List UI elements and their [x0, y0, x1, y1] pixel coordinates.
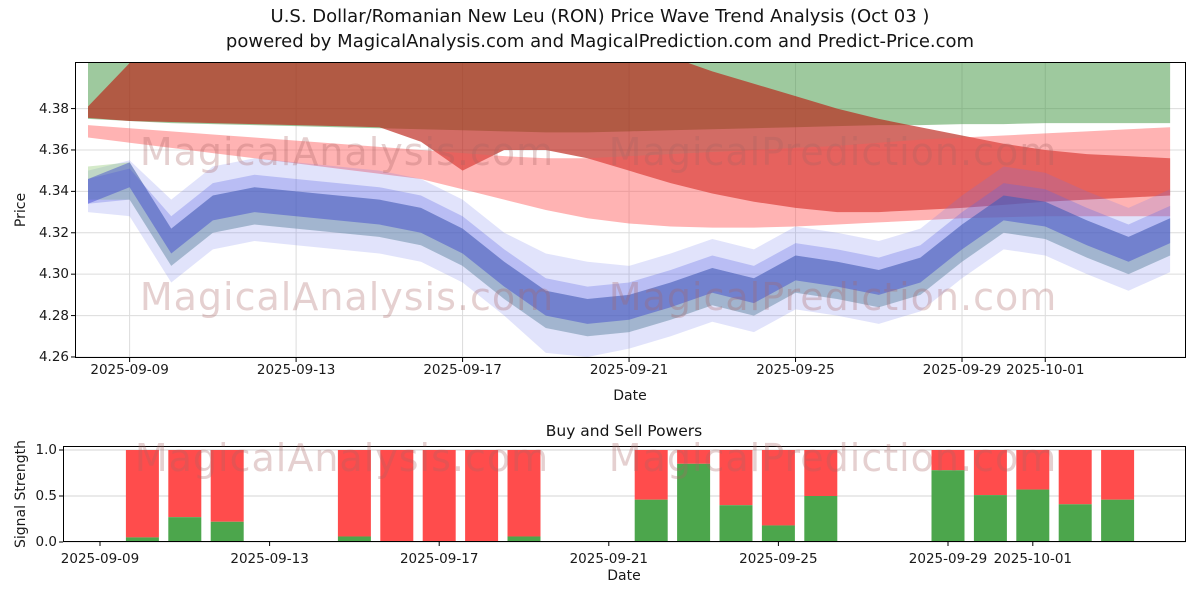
bar-buy-2025-09-23	[677, 463, 711, 542]
bar-sell-2025-10-02	[1058, 450, 1092, 505]
bar-sell-2025-09-26	[804, 450, 838, 497]
power-y-tick-label: 0.0	[35, 534, 57, 550]
bar-sell-2025-09-29	[931, 450, 965, 471]
bar-sell-2025-09-19	[507, 450, 541, 537]
power-y-tick-label: 0.5	[35, 488, 57, 504]
price-y-tick-label: 4.38	[38, 100, 69, 117]
bar-sell-2025-09-11	[168, 450, 202, 518]
price-x-tick-label: 2025-09-25	[756, 362, 835, 378]
bar-sell-2025-09-17	[422, 450, 456, 542]
band-upper-red-band	[88, 62, 1171, 213]
bar-sell-2025-10-03	[1101, 450, 1135, 500]
bar-buy-2025-10-02	[1058, 504, 1092, 542]
bar-sell-2025-09-18	[465, 450, 499, 542]
price-y-tick-label: 4.32	[38, 224, 69, 241]
bar-buy-2025-09-19	[507, 536, 541, 542]
price-x-tick-label: 2025-09-09	[90, 362, 169, 378]
bar-sell-2025-09-15	[337, 450, 371, 537]
band-pink-band	[88, 125, 1171, 228]
price-x-tick-label: 2025-10-01	[1006, 362, 1085, 378]
power-x-tick-label: 2025-10-01	[993, 551, 1073, 567]
bar-buy-2025-09-11	[168, 517, 202, 542]
power-x-tick-label: 2025-09-17	[399, 551, 479, 567]
bar-buy-2025-09-15	[337, 536, 371, 542]
price-y-tick-label: 4.34	[38, 183, 69, 200]
bar-sell-2025-09-12	[210, 450, 244, 522]
bar-sell-2025-09-10	[125, 450, 159, 538]
power-x-tick-label: 2025-09-21	[569, 551, 649, 567]
band-mid-green-band	[88, 162, 1171, 337]
figure-title: U.S. Dollar/Romanian New Leu (RON) Price…	[0, 5, 1200, 55]
bar-sell-2025-09-16	[380, 450, 414, 542]
bar-sell-2025-09-25	[761, 450, 795, 526]
power-chart-title: Buy and Sell Powers	[545, 422, 703, 440]
bar-buy-2025-10-01	[1016, 489, 1050, 542]
price-x-tick-label: 2025-09-13	[256, 362, 336, 378]
power-x-tick-label: 2025-09-13	[230, 551, 309, 567]
bar-buy-2025-09-12	[210, 521, 244, 542]
band-blue-core-band	[88, 162, 1171, 324]
price-y-tick-label: 4.30	[38, 266, 69, 283]
bar-sell-2025-09-22	[634, 450, 668, 500]
bar-buy-2025-10-03	[1101, 499, 1135, 542]
bar-buy-2025-09-22	[634, 499, 668, 542]
power-chart-frame	[63, 446, 1186, 542]
price-date-label: Date	[613, 388, 647, 404]
price-x-tick-label: 2025-09-29	[922, 362, 1002, 378]
bar-buy-2025-09-10	[125, 537, 159, 542]
power-x-tick-label: 2025-09-09	[60, 551, 140, 567]
price-x-tick-label: 2025-09-21	[589, 362, 669, 378]
power-date-label: Date	[607, 568, 641, 584]
power-y-tick-label: 1.0	[35, 442, 57, 458]
bar-buy-2025-09-24	[719, 505, 753, 542]
bar-buy-2025-09-26	[804, 496, 838, 542]
price-chart-frame	[75, 62, 1186, 358]
bar-sell-2025-10-01	[1016, 450, 1050, 490]
signal-axis-label: Signal Strength	[13, 439, 29, 549]
bar-buy-2025-09-25	[761, 525, 795, 542]
price-x-tick-label: 2025-09-17	[423, 362, 502, 378]
figure-title-line2: powered by MagicalAnalysis.com and Magic…	[225, 30, 975, 52]
price-y-tick-label: 4.36	[38, 141, 69, 158]
price-axis-label: Price	[13, 192, 29, 228]
power-x-tick-label: 2025-09-29	[908, 551, 988, 567]
bar-buy-2025-09-30	[973, 495, 1007, 542]
bar-sell-2025-09-30	[973, 450, 1007, 496]
power-x-tick-label: 2025-09-25	[739, 551, 818, 567]
bar-sell-2025-09-23	[677, 450, 711, 464]
bar-sell-2025-09-24	[719, 450, 753, 506]
price-y-tick-label: 4.28	[38, 307, 69, 324]
price-y-tick-label: 4.26	[38, 348, 69, 365]
band-blue-wide-band	[88, 158, 1171, 357]
bar-buy-2025-09-29	[931, 470, 965, 542]
figure-title-line1: U.S. Dollar/Romanian New Leu (RON) Price…	[270, 6, 930, 27]
band-blue-mid-band	[88, 168, 1171, 337]
